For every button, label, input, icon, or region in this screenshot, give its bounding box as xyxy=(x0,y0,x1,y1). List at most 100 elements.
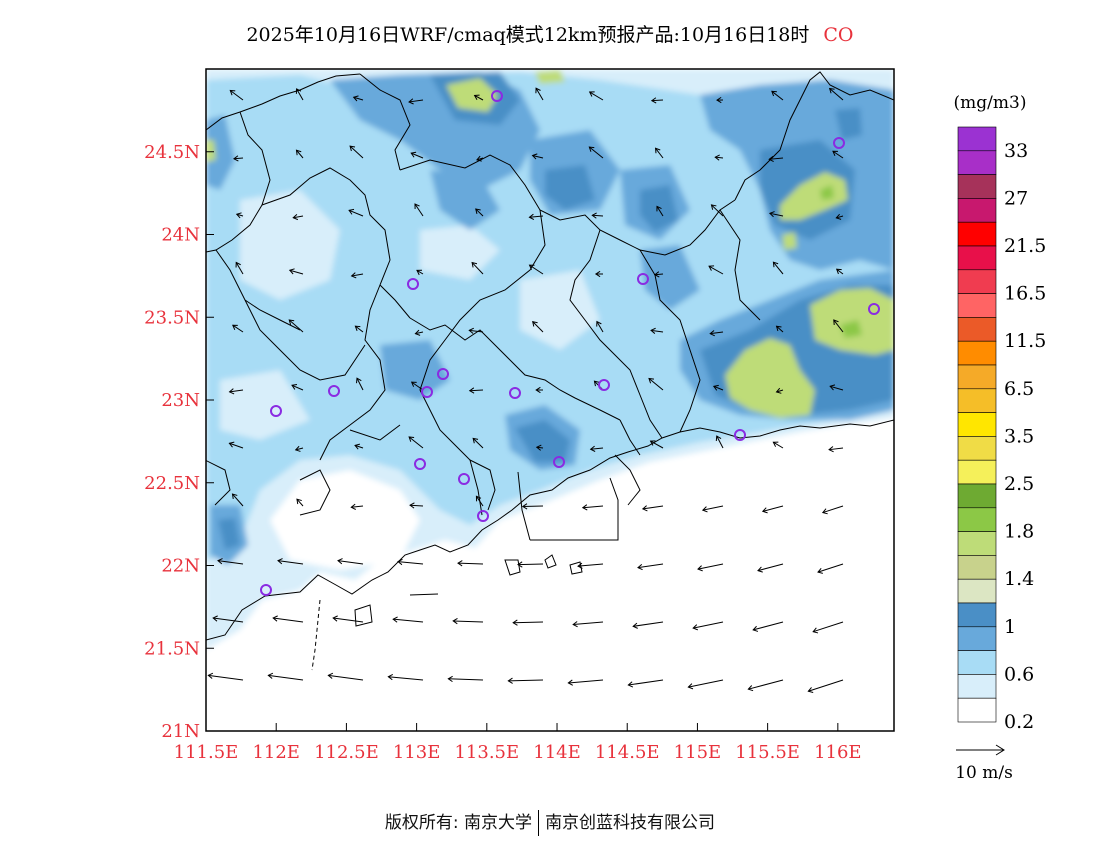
wind-arrowhead xyxy=(475,495,482,502)
lon-tick-label: 112E xyxy=(252,742,300,763)
station-marker xyxy=(868,303,880,315)
lat-tick-label: 22.5N xyxy=(144,473,200,494)
wind-arrowhead xyxy=(292,213,299,221)
legend-swatch xyxy=(957,650,997,675)
legend-swatch xyxy=(957,340,997,366)
legend-label: 3.5 xyxy=(1004,425,1034,447)
wind-arrow xyxy=(769,157,784,160)
wind-arrowhead xyxy=(235,212,242,219)
wind-arrowhead xyxy=(716,96,722,104)
wind-arrowhead xyxy=(710,204,717,210)
wind-arrowhead xyxy=(408,98,414,105)
wind-arrowhead xyxy=(807,687,814,693)
lon-tick-label: 113.5E xyxy=(454,742,519,763)
legend-swatch xyxy=(957,317,997,342)
legend-swatch xyxy=(957,578,997,604)
legend-swatch xyxy=(957,364,997,390)
wind-arrowhead xyxy=(648,377,655,384)
wind-arrowhead xyxy=(217,558,223,565)
wind-arrow xyxy=(589,146,604,159)
wind-arrowhead xyxy=(772,441,779,447)
wind-arrowhead xyxy=(410,381,417,387)
wind-arrowhead xyxy=(521,503,528,510)
legend-swatch xyxy=(957,626,997,651)
footer-right: 南京创蓝科技有限公司 xyxy=(545,813,716,833)
wind-arrow xyxy=(830,385,844,391)
wind-arrow xyxy=(702,505,724,511)
wind-arrow xyxy=(408,436,424,449)
wind-arrow xyxy=(535,87,544,101)
wind-arrowhead xyxy=(295,88,302,94)
wind-arrow xyxy=(411,152,424,159)
wind-arrowhead xyxy=(397,558,403,566)
wind-arrowhead xyxy=(233,155,239,162)
wind-arrowhead xyxy=(654,147,661,154)
legend-swatch xyxy=(957,602,997,628)
wind-arrowhead xyxy=(650,327,656,334)
lat-tick-label: 24N xyxy=(161,225,200,246)
wind-arrowhead xyxy=(472,437,479,444)
wind-arrowhead xyxy=(771,90,777,97)
wind-arrow xyxy=(337,560,364,565)
station-marker xyxy=(458,473,470,485)
wind-arrow xyxy=(532,321,544,333)
wind-arrow xyxy=(416,269,424,275)
wind-arrow xyxy=(393,618,424,623)
footer-divider xyxy=(538,810,540,836)
station-marker xyxy=(477,510,489,522)
wind-arrowhead xyxy=(650,97,657,104)
legend-swatch xyxy=(957,555,997,580)
wind-arrowhead xyxy=(349,145,356,152)
wind-arrowhead xyxy=(528,213,535,220)
wind-arrowhead xyxy=(410,151,417,158)
wind-arrow xyxy=(410,504,424,507)
wind-arrow xyxy=(592,214,604,217)
wind-arrow xyxy=(713,385,724,391)
lat-tick-label: 21.5N xyxy=(144,638,200,659)
wind-arrow xyxy=(471,262,484,275)
legend-label: 11.5 xyxy=(1004,330,1046,352)
wind-arrow xyxy=(411,381,424,391)
wind-arrowhead xyxy=(653,271,660,278)
wind-arrowhead xyxy=(350,503,356,510)
legend-swatch xyxy=(957,507,997,532)
wind-arrowhead xyxy=(392,616,398,623)
station-marker xyxy=(491,90,503,102)
wind-arrowhead xyxy=(589,445,596,452)
wind-key: 10 m/s xyxy=(955,744,1013,783)
wind-arrowhead xyxy=(656,205,662,212)
wind-arrowhead xyxy=(414,329,421,336)
wind-arrowhead xyxy=(833,319,839,326)
wind-arrow xyxy=(716,435,724,449)
wind-arrow xyxy=(233,157,244,160)
station-marker xyxy=(509,387,521,399)
station-marker xyxy=(414,458,426,470)
legend-label: 16.5 xyxy=(1004,283,1046,305)
wind-arrowhead xyxy=(327,672,334,679)
wind-arrowhead xyxy=(591,212,597,219)
wind-arrow xyxy=(235,262,244,275)
wind-arrow xyxy=(637,563,664,569)
legend-swatch xyxy=(957,412,997,437)
wind-arrow xyxy=(753,621,784,631)
wind-arrow xyxy=(710,331,724,335)
footer-left: 版权所有: 南京大学 xyxy=(384,813,533,833)
wind-arrow xyxy=(596,321,604,333)
wind-arrow xyxy=(351,273,364,277)
wind-arrowhead xyxy=(828,87,835,94)
wind-arrow xyxy=(697,563,724,570)
wind-arrow xyxy=(469,329,484,333)
station-marker xyxy=(270,405,282,417)
wind-arrow xyxy=(628,679,664,686)
wind-arrowhead xyxy=(535,386,541,394)
legend-label: 1 xyxy=(1004,616,1016,638)
wind-arrow xyxy=(355,325,364,333)
wind-arrowhead xyxy=(447,675,453,683)
wind-arrowhead xyxy=(296,498,302,505)
wind-arrow xyxy=(474,94,484,101)
wind-arrow xyxy=(213,617,244,623)
wind-arrow xyxy=(217,560,244,565)
wind-arrowhead xyxy=(457,560,463,567)
wind-arrowhead xyxy=(768,155,774,163)
monitoring-stations xyxy=(260,90,880,596)
